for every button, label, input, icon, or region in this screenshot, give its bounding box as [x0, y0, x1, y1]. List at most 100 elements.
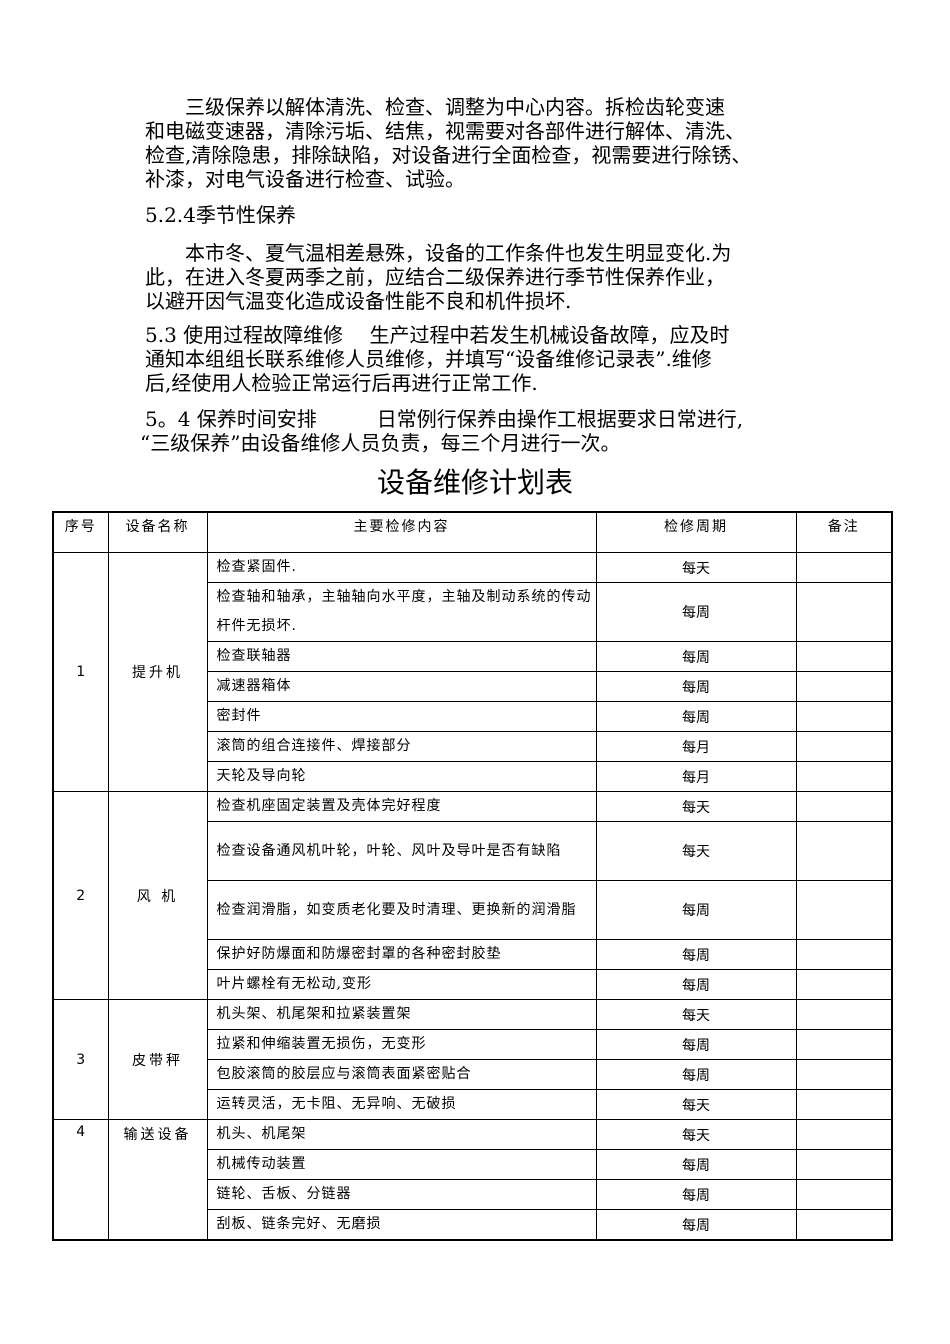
inspection-content: 包胶滚筒的胶层应与滚筒表面紧密贴合: [206, 1059, 597, 1090]
table-row: 链轮、舌板、分链器 每周: [53, 1179, 893, 1210]
note-cell: [795, 1149, 893, 1180]
note-cell: [795, 880, 893, 940]
table-row: 检查润滑脂，如变质老化要及时清理、更换新的润滑脂 每周: [53, 880, 893, 940]
table-row: 运转灵活，无卡阻、无异响、无破损 每天: [53, 1089, 893, 1120]
inspection-content: 滚筒的组合连接件、焊接部分: [206, 731, 597, 762]
inspection-period: 每周: [595, 641, 797, 672]
equipment-number: 3: [52, 999, 109, 1120]
paragraph-line: 此，在进入冬夏两季之前，应结合二级保养进行季节性保养作业，: [145, 265, 725, 289]
inspection-period: 每天: [595, 821, 797, 881]
note-cell: [795, 761, 893, 792]
header-note: 备注: [795, 511, 893, 553]
note-cell: [795, 582, 893, 642]
note-cell: [795, 1059, 893, 1090]
table-row: 保护好防爆面和防爆密封罩的各种密封胶垫 每周: [53, 939, 893, 970]
header-equipment: 设备名称: [107, 511, 208, 553]
table-row: 检查轴和轴承，主轴轴向水平度，主轴及制动系统的传动杆件无损坏. 每周: [53, 582, 893, 642]
paragraph-line: 三级保养以解体清洗、检查、调整为中心内容。拆检齿轮变速: [145, 95, 725, 119]
note-cell: [795, 552, 893, 583]
inspection-content: 机头、机尾架: [206, 1119, 597, 1150]
equipment-name: 提升机: [107, 552, 208, 792]
paragraph-line: 5。4 保养时间安排 日常例行保养由操作工根据要求日常进行,: [145, 407, 744, 431]
note-cell: [795, 641, 893, 672]
inspection-content: 检查联轴器: [206, 641, 597, 672]
equipment-number: 4: [52, 1119, 109, 1241]
inspection-period: 每周: [595, 1209, 797, 1241]
inspection-period: 每天: [595, 1119, 797, 1150]
note-cell: [795, 1209, 893, 1241]
paragraph-line: “三级保养”由设备维修人员负责，每三个月进行一次。: [140, 431, 621, 455]
note-cell: [795, 999, 893, 1030]
inspection-period: 每天: [595, 552, 797, 583]
inspection-period: 每月: [595, 761, 797, 792]
note-cell: [795, 821, 893, 881]
paragraph-line: 后,经使用人检验正常运行后再进行正常工作.: [145, 371, 538, 395]
note-cell: [795, 1119, 893, 1150]
inspection-period: 每周: [595, 1059, 797, 1090]
table-row: 减速器箱体 每周: [53, 671, 893, 702]
inspection-period: 每周: [595, 969, 797, 1000]
note-cell: [795, 939, 893, 970]
maintenance-plan-table: 序号 设备名称 主要检修内容 检修周期 备注 1 提升机 检查紧固件. 每天 检查轴和轴…: [52, 511, 893, 1241]
inspection-content: 检查机座固定装置及壳体完好程度: [206, 791, 597, 822]
table-row: 刮板、链条完好、无磨损 每周: [53, 1209, 893, 1241]
inspection-content: 密封件: [206, 701, 597, 732]
inspection-period: 每周: [595, 701, 797, 732]
note-cell: [795, 671, 893, 702]
equipment-number: 2: [52, 791, 109, 1000]
equipment-number: 1: [52, 552, 109, 792]
inspection-period: 每天: [595, 999, 797, 1030]
inspection-content: 叶片螺栓有无松动,变形: [206, 969, 597, 1000]
inspection-content: 检查设备通风机叶轮，叶轮、风叶及导叶是否有缺陷: [206, 821, 597, 881]
table-row: 1 提升机 检查紧固件. 每天: [52, 552, 893, 792]
inspection-content: 检查紧固件.: [206, 552, 597, 583]
header-content: 主要检修内容: [206, 511, 597, 553]
table-row: 检查联轴器 每周: [53, 641, 893, 672]
inspection-content: 减速器箱体: [206, 671, 597, 702]
table-row: 检查设备通风机叶轮，叶轮、风叶及导叶是否有缺陷 每天: [53, 821, 893, 881]
table-row: 3 皮带秤 机头架、机尾架和拉紧装置架 每天: [52, 999, 893, 1120]
note-cell: [795, 701, 893, 732]
inspection-period: 每周: [595, 880, 797, 940]
inspection-period: 每天: [595, 791, 797, 822]
inspection-period: 每周: [595, 1149, 797, 1180]
inspection-content: 检查润滑脂，如变质老化要及时清理、更换新的润滑脂: [206, 880, 597, 940]
paragraph-line: 本市冬、夏气温相差悬殊，设备的工作条件也发生明显变化.为: [145, 241, 732, 265]
inspection-content: 链轮、舌板、分链器: [206, 1179, 597, 1210]
inspection-content: 天轮及导向轮: [206, 761, 597, 792]
inspection-content: 拉紧和伸缩装置无损伤，无变形: [206, 1029, 597, 1060]
inspection-content: 检查轴和轴承，主轴轴向水平度，主轴及制动系统的传动杆件无损坏.: [206, 582, 597, 642]
table-row: 4 输送设备 机头、机尾架 每天: [52, 1119, 893, 1241]
inspection-period: 每周: [595, 671, 797, 702]
table-header-row: 序号 设备名称 主要检修内容 检修周期 备注: [52, 511, 893, 553]
note-cell: [795, 791, 893, 822]
paragraph-line: 检查,清除隐患，排除缺陷，对设备进行全面检查，视需要进行除锈、: [145, 143, 752, 167]
inspection-content: 机头架、机尾架和拉紧装置架: [206, 999, 597, 1030]
section-heading: 5.2.4季节性保养: [145, 203, 296, 227]
inspection-period: 每天: [595, 1089, 797, 1120]
header-period: 检修周期: [595, 511, 797, 553]
paragraph-line: 5.3 使用过程故障维修 生产过程中若发生机械设备故障，应及时: [145, 323, 730, 347]
equipment-name: 输送设备: [107, 1119, 208, 1241]
inspection-period: 每周: [595, 1029, 797, 1060]
inspection-period: 每月: [595, 731, 797, 762]
table-row: 滚筒的组合连接件、焊接部分 每月: [53, 731, 893, 762]
inspection-period: 每周: [595, 582, 797, 642]
table-row: 密封件 每周: [53, 701, 893, 732]
note-cell: [795, 1179, 893, 1210]
table-row: 叶片螺栓有无松动,变形 每周: [53, 969, 893, 1000]
inspection-period: 每周: [595, 939, 797, 970]
inspection-content: 保护好防爆面和防爆密封罩的各种密封胶垫: [206, 939, 597, 970]
table-title: 设备维修计划表: [376, 466, 573, 499]
note-cell: [795, 1089, 893, 1120]
inspection-content: 运转灵活，无卡阻、无异响、无破损: [206, 1089, 597, 1120]
paragraph-line: 补漆，对电气设备进行检查、试验。: [145, 167, 465, 191]
inspection-content: 刮板、链条完好、无磨损: [206, 1209, 597, 1241]
note-cell: [795, 969, 893, 1000]
paragraph-line: 和电磁变速器，清除污垢、结焦，视需要对各部件进行解体、清洗、: [145, 119, 745, 143]
inspection-period: 每周: [595, 1179, 797, 1210]
note-cell: [795, 1029, 893, 1060]
equipment-name: 皮带秤: [107, 999, 208, 1120]
paragraph-line: 通知本组组长联系维修人员维修，并填写“设备维修记录表”.维修: [145, 347, 712, 371]
